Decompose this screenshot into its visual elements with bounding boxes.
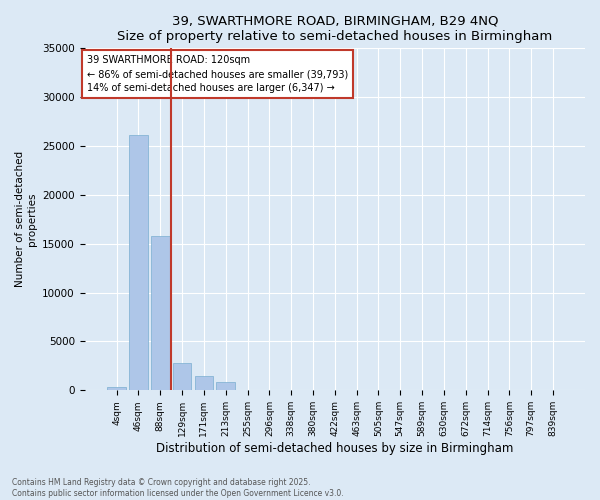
X-axis label: Distribution of semi-detached houses by size in Birmingham: Distribution of semi-detached houses by … <box>156 442 514 455</box>
Text: Contains HM Land Registry data © Crown copyright and database right 2025.
Contai: Contains HM Land Registry data © Crown c… <box>12 478 344 498</box>
Bar <box>107 388 126 390</box>
Y-axis label: Number of semi-detached
properties: Number of semi-detached properties <box>15 152 37 288</box>
Bar <box>217 382 235 390</box>
Bar <box>194 376 213 390</box>
Bar <box>129 136 148 390</box>
Title: 39, SWARTHMORE ROAD, BIRMINGHAM, B29 4NQ
Size of property relative to semi-detac: 39, SWARTHMORE ROAD, BIRMINGHAM, B29 4NQ… <box>117 15 553 43</box>
Bar <box>173 363 191 390</box>
Bar <box>151 236 170 390</box>
Text: 39 SWARTHMORE ROAD: 120sqm
← 86% of semi-detached houses are smaller (39,793)
14: 39 SWARTHMORE ROAD: 120sqm ← 86% of semi… <box>87 55 349 93</box>
